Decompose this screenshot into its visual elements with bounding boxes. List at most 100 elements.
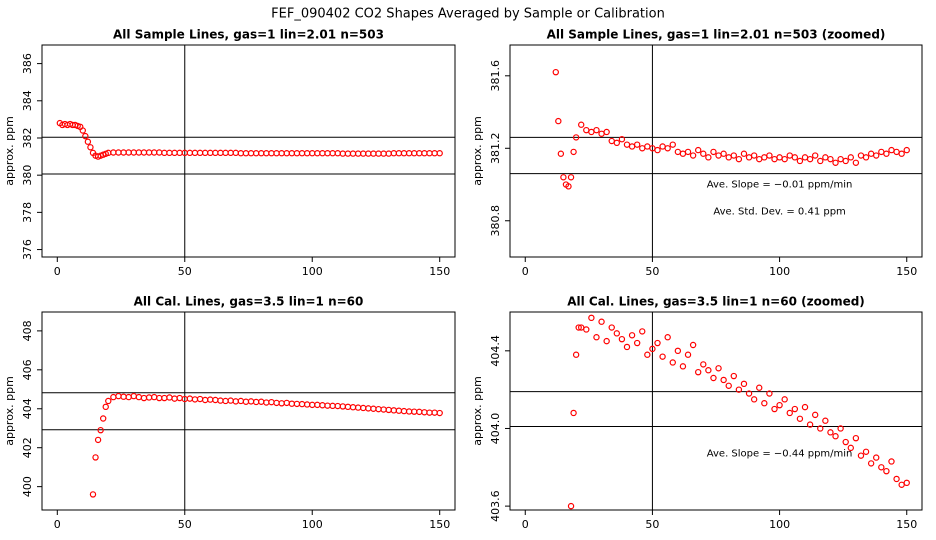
y-tick-label: 381.6 [489,60,502,92]
point [303,401,311,408]
point [669,141,676,148]
point [852,434,860,442]
y-tick-label: 403.6 [489,490,502,522]
point [674,347,682,355]
point [603,337,610,345]
point [176,149,183,157]
point [120,149,127,156]
point [811,411,819,419]
point [771,405,778,413]
point [639,145,646,152]
point [557,150,565,157]
point [319,150,326,157]
point [390,407,398,414]
point [140,394,148,402]
point [370,405,377,412]
point [862,448,870,455]
point [796,157,804,165]
point [806,421,814,428]
point [827,155,834,163]
point [694,368,702,376]
point [273,399,280,407]
point [314,150,321,157]
point [857,452,865,459]
point [125,393,132,401]
point [893,475,900,483]
point [745,390,753,397]
point [161,149,168,157]
point [375,150,382,157]
point [390,150,398,157]
point [598,318,605,325]
point [191,149,199,157]
plot-box [41,44,456,258]
y-tick-label: 404.4 [489,335,502,367]
x-tick-label: 100 [769,265,790,278]
point [145,149,153,156]
point [105,397,112,405]
point [278,150,285,157]
point [344,150,352,157]
point [227,149,234,157]
point [201,396,209,404]
point [583,126,590,134]
chart-title: All Cal. Lines, gas=3.5 lin=1 n=60 [134,295,364,309]
point [761,154,768,161]
point [207,149,214,157]
point [730,152,738,159]
point [171,149,178,157]
point [385,406,392,414]
y-tick-label: 386 [21,53,34,74]
point [766,152,773,159]
point [411,408,418,415]
point [94,436,102,444]
y-tick-label: 378 [21,202,34,223]
annotation: Ave. Slope = −0.44 ppm/min [707,449,853,460]
point [405,150,413,157]
y-tick-label: 400 [21,476,34,497]
point [171,395,178,402]
point [222,149,229,157]
point [125,149,132,156]
point [431,409,438,416]
point [898,481,905,488]
point [436,409,443,417]
point [400,407,408,415]
point [263,150,270,157]
point [135,393,143,401]
point [633,339,641,347]
point [669,359,676,366]
point [570,409,577,417]
point [115,392,122,400]
point [324,150,331,157]
point [334,150,341,157]
point [110,149,117,156]
point [705,367,712,374]
point [633,141,641,148]
point [806,155,814,163]
point [603,128,610,136]
point [344,403,352,411]
point [349,150,357,157]
point [684,351,692,358]
point [222,397,229,405]
point [623,343,631,351]
point [761,400,768,407]
point [570,148,577,156]
point [745,154,753,161]
point [817,425,824,432]
point [268,150,275,157]
x-tick-label: 0 [522,265,529,278]
point [252,150,260,157]
point [130,149,137,156]
x-tick-label: 0 [54,265,61,278]
point [400,150,408,157]
point [689,341,697,349]
point [120,393,127,400]
y-axis-label: approx. ppm [471,116,484,186]
point [654,339,661,347]
point [560,174,567,181]
point [258,150,265,157]
point [283,399,290,407]
point [288,150,296,157]
